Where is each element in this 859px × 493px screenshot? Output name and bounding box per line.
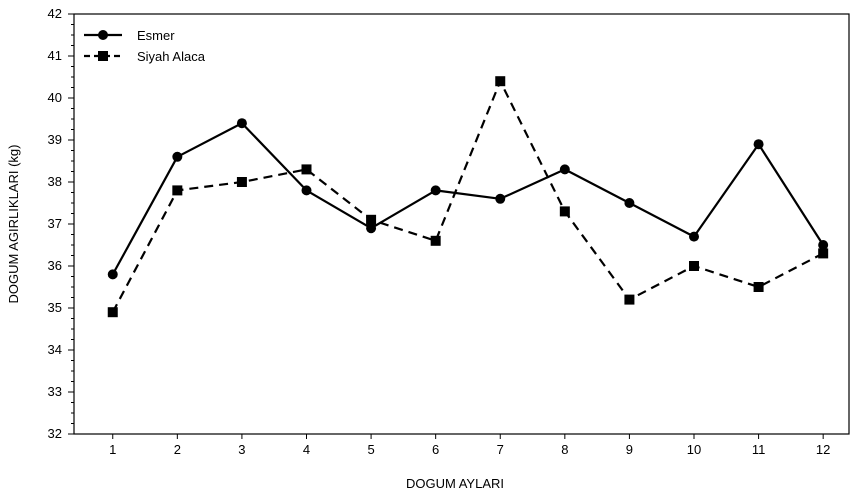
y-tick-label: 34 <box>48 342 62 357</box>
legend-marker-1 <box>98 30 108 40</box>
series-2-point <box>818 248 829 259</box>
x-tick-label: 1 <box>109 442 116 457</box>
x-axis-title: DOGUM AYLARI <box>406 476 504 491</box>
series-1-point <box>107 269 118 280</box>
series-2-point <box>172 185 183 196</box>
x-tick-label: 10 <box>687 442 701 457</box>
legend: Esmer Siyah Alaca <box>84 28 206 64</box>
y-tick-label: 40 <box>48 90 62 105</box>
series-layer <box>107 76 829 318</box>
series-line-2 <box>111 80 824 313</box>
x-tick-label: 2 <box>174 442 181 457</box>
series-2-point <box>430 235 441 246</box>
x-tick-label: 5 <box>367 442 374 457</box>
series-1-point <box>366 223 377 234</box>
plot-frame <box>73 13 850 435</box>
y-axis-title: DOGUM AGIRLIKLARI (kg) <box>6 145 21 304</box>
series-line-1 <box>111 122 825 275</box>
x-tick-label: 9 <box>626 442 633 457</box>
x-tick-label: 6 <box>432 442 439 457</box>
x-axis-ticks: 1 2 3 4 5 6 7 8 9 10 11 12 <box>109 434 830 457</box>
y-tick-label: 37 <box>48 216 62 231</box>
x-tick-label: 4 <box>303 442 310 457</box>
legend-label-2: Siyah Alaca <box>137 49 206 64</box>
x-tick-label: 7 <box>497 442 504 457</box>
series-1-point <box>301 185 312 196</box>
x-tick-label: 8 <box>561 442 568 457</box>
series-1-point <box>236 118 247 129</box>
x-tick-label: 3 <box>238 442 245 457</box>
y-tick-label: 42 <box>48 6 62 21</box>
series-1-point <box>559 164 570 175</box>
y-tick-label: 33 <box>48 384 62 399</box>
legend-marker-2 <box>98 51 108 61</box>
y-tick-label: 38 <box>48 174 62 189</box>
series-2-point <box>753 282 764 292</box>
x-tick-label: 12 <box>816 442 830 457</box>
y-tick-label: 41 <box>48 48 62 63</box>
y-tick-label: 39 <box>48 132 62 147</box>
series-1-point <box>818 240 829 250</box>
series-2-point <box>236 177 247 187</box>
series-2-point <box>559 206 570 217</box>
series-1-point <box>430 185 441 196</box>
series-1-point <box>689 231 699 242</box>
y-axis-ticks: 32 33 34 35 36 37 38 39 40 41 42 <box>48 6 74 441</box>
y-tick-label: 35 <box>48 300 62 315</box>
series-2-point <box>624 294 635 305</box>
legend-label-1: Esmer <box>137 28 175 43</box>
y-tick-label: 32 <box>48 426 62 441</box>
series-1-point <box>624 198 635 208</box>
series-1-point <box>753 139 764 150</box>
series-2-point <box>366 214 377 225</box>
y-tick-label: 36 <box>48 258 62 273</box>
series-2-point <box>495 76 506 87</box>
series-1-point <box>172 151 183 162</box>
x-tick-label: 11 <box>752 442 766 457</box>
series-2-point <box>689 261 699 271</box>
series-2-point <box>107 307 118 318</box>
series-2-point <box>301 164 312 175</box>
series-1-point <box>495 193 506 204</box>
